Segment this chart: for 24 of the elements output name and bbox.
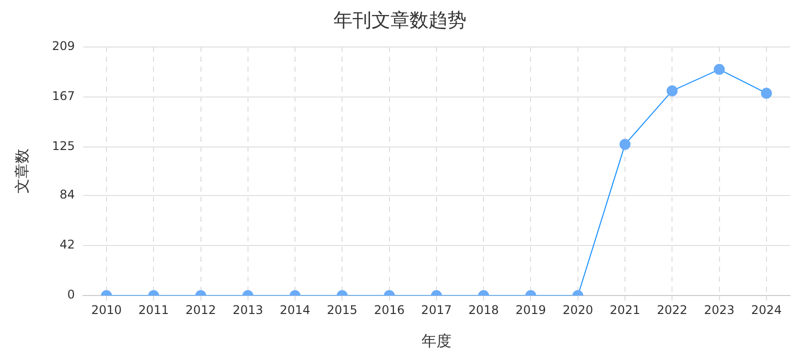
x-tick-label: 2016 <box>374 302 405 317</box>
x-tick-label: 2022 <box>656 302 688 317</box>
x-tick-label: 2020 <box>562 302 594 317</box>
y-tick-label: 42 <box>60 238 75 252</box>
y-tick-label: 167 <box>52 88 75 103</box>
x-tick-label: 2024 <box>751 302 782 317</box>
chart-title: 年刊文章数趋势 <box>334 9 466 32</box>
x-tick-label: 2015 <box>326 302 358 317</box>
x-tick-label: 2011 <box>138 302 169 317</box>
x-tick-label: 2023 <box>704 302 735 317</box>
y-tick-label: 125 <box>52 138 75 153</box>
x-tick-label: 2013 <box>232 302 264 317</box>
x-tick-label: 2021 <box>610 302 640 317</box>
x-tick-label: 2018 <box>468 302 499 317</box>
x-tick-label: 2019 <box>515 302 546 317</box>
x-tick-label: 2017 <box>421 302 452 317</box>
y-tick-label: 0 <box>67 288 75 302</box>
x-tick-label: 2012 <box>185 302 216 317</box>
y-tick-label: 209 <box>52 38 75 53</box>
x-tick-label: 2014 <box>280 302 310 317</box>
y-axis-title: 文章数 <box>12 148 31 194</box>
x-tick-label: 2010 <box>91 302 122 317</box>
x-axis-title: 年度 <box>421 332 452 350</box>
y-tick-label: 84 <box>60 188 75 202</box>
